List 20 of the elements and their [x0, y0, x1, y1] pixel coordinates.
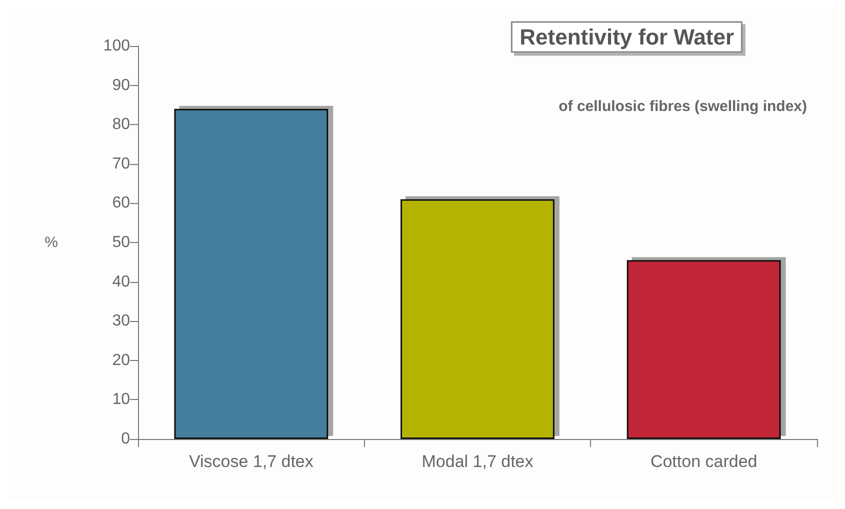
- y-tick-label: 80: [112, 116, 130, 134]
- x-tick-label: Viscose 1,7 dtex: [188, 452, 314, 471]
- y-tick-label: 60: [112, 194, 130, 212]
- y-tick-label: 30: [112, 312, 130, 330]
- y-tick-label: 90: [112, 76, 130, 94]
- x-tick-label: Cotton carded: [650, 452, 758, 471]
- text: of cellulosic fibres (swelling index): [558, 98, 808, 115]
- y-tick-label: 0: [121, 430, 130, 448]
- y-tick-label: 100: [103, 38, 130, 54]
- x-tick-label: Modal 1,7 dtex: [422, 452, 534, 471]
- chart-title: Retentivity for Water: [520, 24, 734, 50]
- y-tick-label: 40: [112, 273, 130, 290]
- y-tick-label: 20: [112, 352, 130, 369]
- y-tick-label: 70: [112, 155, 130, 172]
- y-axis-title: %: [44, 234, 58, 251]
- bar: [174, 108, 328, 439]
- y-tick-label: 50: [112, 234, 130, 251]
- bar: [626, 260, 781, 439]
- bar: [400, 199, 554, 439]
- y-tick-label: 10: [112, 391, 130, 408]
